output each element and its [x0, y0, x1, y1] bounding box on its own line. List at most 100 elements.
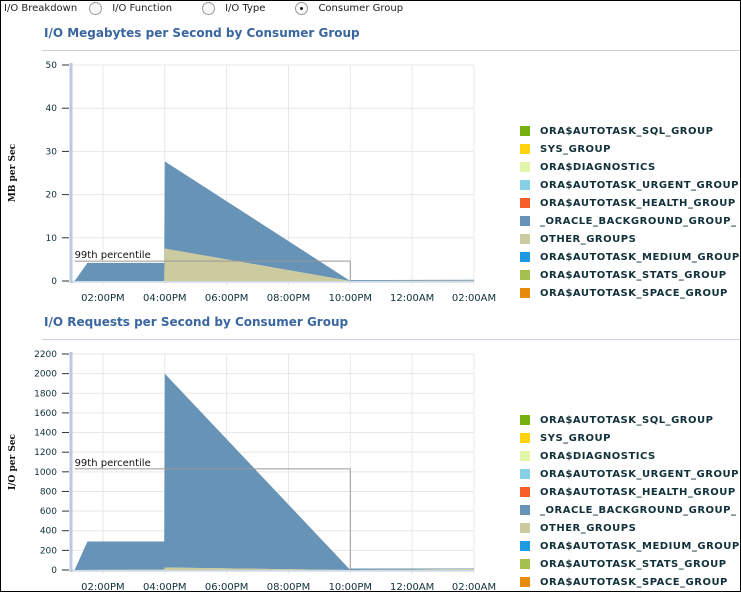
y-tick-label: 2200	[34, 350, 57, 360]
x-tick-label: 12:00AM	[390, 582, 434, 593]
legend-label: ORA$AUTOTASK_STATS_GROUP	[540, 269, 727, 281]
divider	[42, 339, 740, 340]
radio-circle-icon[interactable]	[89, 1, 103, 15]
legend-item: _ORACLE_BACKGROUND_GROUP_	[520, 212, 740, 230]
legend-label: ORA$AUTOTASK_SQL_GROUP	[540, 125, 714, 137]
x-tick-label: 02:00PM	[81, 582, 124, 593]
x-tick-label: 02:00PM	[81, 293, 124, 301]
chart1-title: I/O Megabytes per Second by Consumer Gro…	[44, 26, 360, 40]
legend-label: ORA$AUTOTASK_HEALTH_GROUP	[540, 197, 736, 209]
percentile-label: 99th percentile	[75, 250, 151, 261]
legend-label: ORA$AUTOTASK_SQL_GROUP	[540, 414, 714, 426]
area-series-oracle-background	[74, 373, 475, 570]
x-tick-label: 02:00AM	[452, 293, 496, 301]
legend-label: ORA$DIAGNOSTICS	[540, 450, 656, 462]
io-per-sec-chart: 0 200 400 600 800 1000 1200 1400 1600 1800 2000 220…	[8, 350, 496, 593]
legend-item: SYS_GROUP	[520, 429, 740, 447]
legend-swatch	[520, 270, 530, 280]
y-tick-label: 400	[40, 527, 57, 537]
legend-item: ORA$AUTOTASK_STATS_GROUP	[520, 555, 740, 573]
x-tick-label: 06:00PM	[205, 293, 248, 301]
area-series-oracle-background	[74, 161, 475, 281]
legend-label: ORA$AUTOTASK_MEDIUM_GROUP	[540, 540, 740, 552]
legend-label: ORA$AUTOTASK_SPACE_GROUP	[540, 576, 728, 588]
legend-swatch	[520, 415, 530, 425]
legend-item: ORA$AUTOTASK_MEDIUM_GROUP	[520, 537, 740, 555]
divider	[42, 50, 740, 51]
mb-per-sec-chart: 0 10 20 30 40 50 02:00PM 04:00PM 06:00PM 08:00PM 1…	[8, 61, 496, 301]
legend-swatch	[520, 234, 530, 244]
legend-item: ORA$AUTOTASK_MEDIUM_GROUP	[520, 248, 740, 266]
area-series-other-groups	[74, 248, 475, 281]
y-tick-label: 0	[51, 277, 57, 287]
legend-swatch	[520, 162, 530, 172]
percentile-line	[74, 468, 351, 570]
io-breakdown-label: I/O Breakdown	[4, 2, 78, 14]
radio-io-type[interactable]: I/O Type	[202, 1, 265, 15]
legend-label: OTHER_GROUPS	[540, 522, 637, 534]
legend-swatch	[520, 433, 530, 443]
legend-item: ORA$AUTOTASK_URGENT_GROUP	[520, 465, 740, 483]
y-tick-label: 1600	[34, 409, 57, 419]
y-tick-label: 2000	[34, 370, 57, 380]
x-tick-label: 04:00PM	[143, 582, 186, 593]
legend-label: ORA$DIAGNOSTICS	[540, 161, 656, 173]
legend-swatch	[520, 577, 530, 587]
legend-label: _ORACLE_BACKGROUND_GROUP_	[540, 504, 737, 516]
legend-label: ORA$AUTOTASK_URGENT_GROUP	[540, 468, 739, 480]
y-tick-label: 40	[46, 104, 58, 114]
legend-label: ORA$AUTOTASK_SPACE_GROUP	[540, 287, 728, 299]
legend-swatch	[520, 541, 530, 551]
legend-item: OTHER_GROUPS	[520, 230, 740, 248]
legend-item: _ORACLE_BACKGROUND_GROUP_	[520, 501, 740, 519]
legend-label: ORA$AUTOTASK_MEDIUM_GROUP	[540, 251, 740, 263]
legend-label: SYS_GROUP	[540, 143, 612, 155]
legend-item: ORA$DIAGNOSTICS	[520, 158, 740, 176]
legend-label: _ORACLE_BACKGROUND_GROUP_	[540, 215, 737, 227]
legend-item: ORA$AUTOTASK_HEALTH_GROUP	[520, 194, 740, 212]
y-tick-label: 600	[40, 507, 57, 517]
x-tick-label: 08:00PM	[267, 582, 310, 593]
legend-item: ORA$DIAGNOSTICS	[520, 447, 740, 465]
legend-item: ORA$AUTOTASK_URGENT_GROUP	[520, 176, 740, 194]
y-tick-label: 1000	[34, 468, 57, 478]
legend-label: ORA$AUTOTASK_HEALTH_GROUP	[540, 486, 736, 498]
y-tick-label: 10	[46, 234, 58, 244]
y-tick-label: 20	[46, 191, 58, 201]
legend-item: ORA$AUTOTASK_SPACE_GROUP	[520, 573, 740, 591]
legend-swatch	[520, 288, 530, 298]
radio-consumer-group[interactable]: Consumer Group	[295, 1, 403, 15]
x-tick-label: 12:00AM	[390, 293, 434, 301]
x-tick-label: 04:00PM	[143, 293, 186, 301]
radio-io-function[interactable]: I/O Function	[89, 1, 172, 15]
legend-item: ORA$AUTOTASK_SPACE_GROUP	[520, 284, 740, 302]
radio-circle-icon[interactable]	[202, 1, 216, 15]
legend-swatch	[520, 523, 530, 533]
y-tick-label: 1200	[34, 448, 57, 458]
legend-swatch	[520, 144, 530, 154]
legend-swatch	[520, 180, 530, 190]
y-tick-label: 50	[46, 61, 58, 71]
legend-swatch	[520, 198, 530, 208]
legend-item: ORA$AUTOTASK_SQL_GROUP	[520, 411, 740, 429]
x-tick-label: 08:00PM	[267, 293, 310, 301]
y-tick-label: 0	[51, 566, 57, 576]
legend-item: SYS_GROUP	[520, 140, 740, 158]
percentile-line	[74, 260, 351, 281]
legend-label: OTHER_GROUPS	[540, 233, 637, 245]
legend-item: ORA$AUTOTASK_STATS_GROUP	[520, 266, 740, 284]
legend-swatch	[520, 505, 530, 515]
legend-item: ORA$AUTOTASK_HEALTH_GROUP	[520, 483, 740, 501]
x-tick-label: 02:00AM	[452, 582, 496, 593]
legend-label: SYS_GROUP	[540, 432, 612, 444]
legend-label: ORA$AUTOTASK_URGENT_GROUP	[540, 179, 739, 191]
y-tick-label: 200	[40, 546, 57, 556]
y-tick-label: 1400	[34, 429, 57, 439]
x-tick-label: 06:00PM	[205, 582, 248, 593]
y-tick-label: 800	[40, 487, 57, 497]
legend-item: OTHER_GROUPS	[520, 519, 740, 537]
legend-swatch	[520, 487, 530, 497]
chart2-legend: ORA$AUTOTASK_SQL_GROUP SYS_GROUP ORA$DIAGN…	[520, 411, 740, 591]
area-series-other-groups	[74, 567, 475, 570]
radio-selected-icon[interactable]	[295, 1, 309, 15]
